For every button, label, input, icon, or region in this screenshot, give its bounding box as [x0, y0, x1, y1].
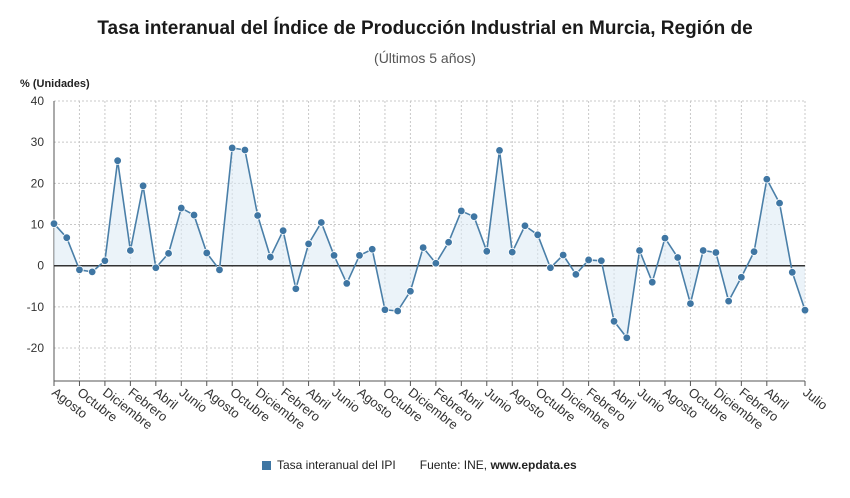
x-tick-label: Julio	[800, 385, 830, 413]
data-point	[788, 268, 797, 277]
data-point	[457, 206, 466, 216]
data-point	[126, 246, 135, 255]
data-point	[571, 270, 581, 279]
data-point	[228, 143, 237, 153]
data-point	[355, 251, 364, 260]
data-point	[533, 230, 542, 240]
data-point	[724, 296, 733, 306]
data-point	[495, 146, 504, 155]
data-point	[558, 250, 568, 260]
data-point	[584, 255, 593, 265]
x-tick-label: Junio	[329, 385, 363, 416]
data-point	[317, 218, 326, 227]
x-tick-label: Junio	[176, 385, 210, 416]
data-point	[380, 305, 390, 314]
data-point	[597, 256, 606, 265]
data-point	[686, 299, 695, 308]
data-point	[75, 265, 84, 275]
data-point	[520, 221, 530, 230]
data-point	[673, 253, 682, 262]
y-tick-label: 20	[31, 176, 45, 190]
data-point	[508, 247, 517, 257]
data-point	[329, 251, 339, 260]
data-point	[253, 211, 262, 220]
data-point	[138, 181, 148, 191]
data-point	[648, 277, 657, 287]
data-point	[368, 245, 377, 254]
data-point	[609, 317, 619, 326]
data-point	[113, 156, 122, 165]
data-point	[278, 226, 288, 235]
data-point	[240, 145, 250, 155]
legend-swatch	[262, 460, 271, 470]
legend: Tasa interanual del IPI Fuente: INE, www…	[262, 458, 577, 472]
data-point	[660, 233, 670, 243]
data-point	[482, 247, 491, 256]
y-axis-unit-label: % (Unidades)	[20, 78, 90, 90]
data-point	[418, 243, 428, 252]
data-point	[49, 219, 59, 228]
data-point	[711, 248, 721, 257]
data-point	[202, 248, 211, 258]
source-note: Fuente: INE, www.epdata.es	[420, 458, 577, 472]
y-tick-label: -10	[27, 300, 45, 314]
y-tick-label: -20	[27, 341, 45, 355]
data-point	[469, 212, 479, 221]
y-tick-label: 30	[31, 135, 45, 149]
series-line	[53, 147, 806, 339]
series-area	[54, 147, 805, 338]
data-point	[749, 247, 759, 256]
chart-subtitle: (Últimos 5 años)	[374, 50, 476, 66]
data-point	[698, 246, 708, 255]
chart-title: Tasa interanual del Índice de Producción…	[97, 18, 753, 39]
data-point	[762, 175, 772, 184]
y-tick-label: 10	[31, 218, 45, 232]
data-point	[62, 233, 71, 242]
data-point	[406, 287, 415, 296]
data-point	[775, 198, 784, 208]
data-point	[622, 333, 631, 342]
x-tick-label: Junio	[635, 385, 669, 416]
data-point	[800, 305, 810, 315]
data-point	[177, 203, 186, 213]
y-tick-label: 0	[37, 259, 44, 273]
source-prefix: Fuente: INE,	[419, 458, 491, 472]
data-point	[87, 267, 97, 277]
data-point	[635, 246, 644, 255]
source-site: www.epdata.es	[490, 458, 577, 472]
legend-label: Tasa interanual del IPI	[277, 458, 396, 472]
data-point	[546, 263, 555, 272]
data-point	[304, 239, 313, 249]
data-point	[444, 238, 453, 247]
data-point	[266, 252, 275, 262]
data-point	[189, 210, 199, 220]
data-point	[215, 265, 224, 275]
data-point	[342, 279, 351, 288]
data-point	[393, 306, 402, 316]
data-point	[164, 249, 173, 258]
y-tick-label: 40	[31, 94, 45, 108]
data-point	[431, 259, 441, 268]
data-point	[737, 273, 746, 282]
data-point	[151, 263, 161, 272]
data-point	[100, 256, 110, 265]
data-point	[291, 284, 301, 293]
x-tick-label: Junio	[482, 385, 516, 416]
